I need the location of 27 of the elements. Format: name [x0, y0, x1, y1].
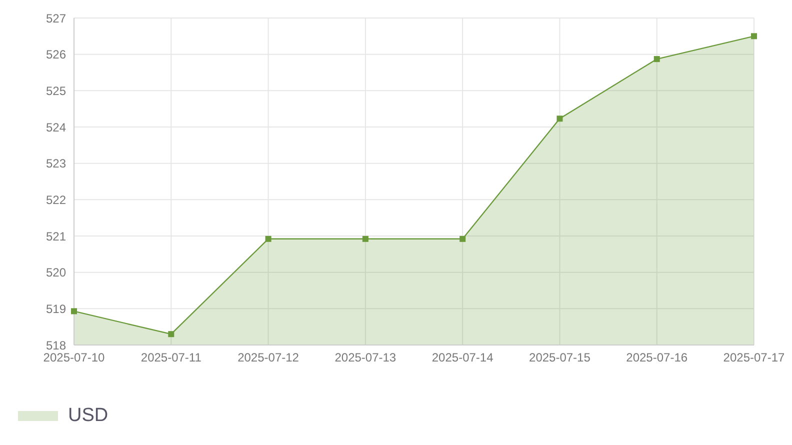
- point: [362, 236, 368, 242]
- point: [654, 56, 660, 62]
- x-tick-label: 2025-07-16: [626, 350, 688, 365]
- point: [71, 308, 77, 314]
- x-tick-label: 2025-07-14: [432, 350, 494, 365]
- y-tick-label: 519: [46, 302, 66, 316]
- point: [265, 236, 272, 242]
- point: [460, 236, 466, 242]
- y-tick-label: 523: [46, 156, 66, 171]
- x-tick-label: 2025-07-11: [140, 350, 202, 365]
- point: [751, 33, 757, 40]
- y-tick-label: 526: [46, 48, 66, 62]
- point: [168, 331, 174, 338]
- x-tick-label: 2025-07-13: [334, 350, 396, 365]
- x-tick-label: 2025-07-17: [723, 350, 786, 365]
- y-tick-label: 518: [46, 338, 66, 352]
- x-tick-label: 2025-07-10: [43, 350, 106, 365]
- y-tick-label: 527: [46, 11, 66, 26]
- point: [556, 116, 563, 122]
- y-tick-label: 520: [46, 266, 66, 280]
- y-tick-label: 521: [46, 229, 66, 244]
- y-tick-label: 524: [46, 120, 66, 134]
- x-tick-label: 2025-07-12: [238, 350, 300, 365]
- y-tick-label: 522: [46, 192, 66, 207]
- legend-label: USD: [68, 405, 108, 427]
- x-tick-label: 2025-07-15: [529, 350, 591, 365]
- y-tick-label: 525: [46, 84, 66, 98]
